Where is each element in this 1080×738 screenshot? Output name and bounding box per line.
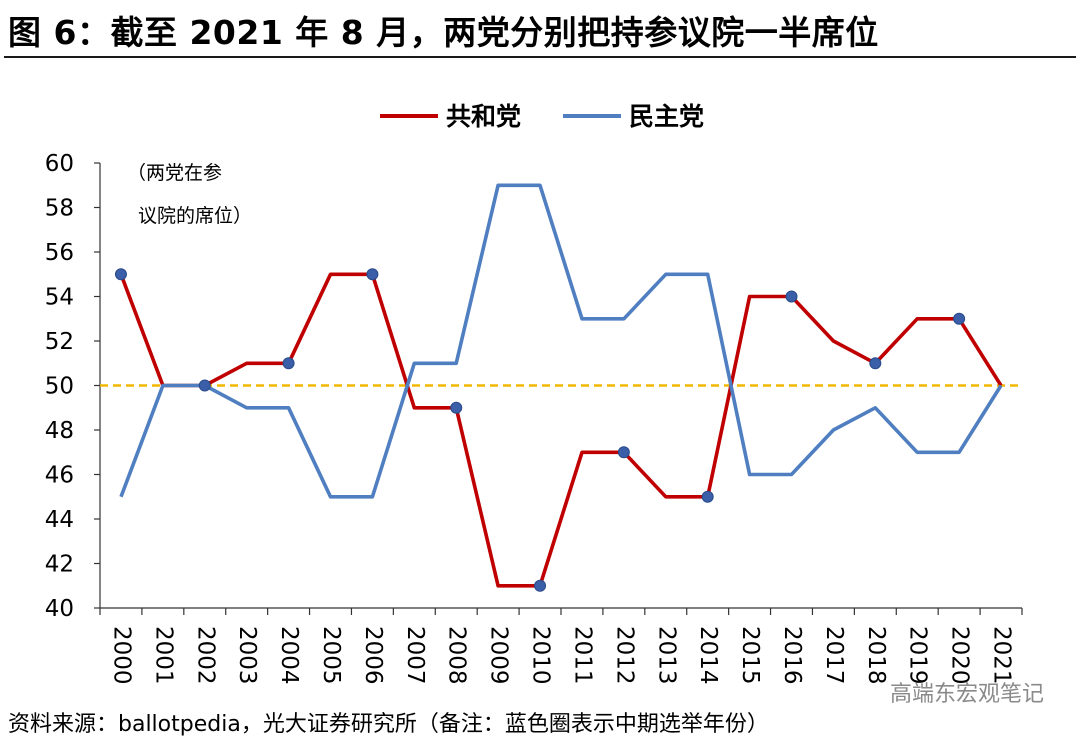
midterm-marker (114, 268, 127, 281)
series-line-democrat (119, 183, 1003, 499)
x-tick-label: 2003 (234, 626, 260, 685)
midterm-marker (617, 446, 630, 459)
midterm-marker (534, 579, 547, 592)
midterm-marker (366, 268, 379, 281)
midterm-marker (701, 490, 714, 503)
y-tick-label: 44 (45, 507, 74, 533)
annotation-line-1: （两党在参 (127, 162, 222, 184)
y-tick-label: 58 (45, 196, 74, 222)
x-tick-label: 2007 (402, 626, 428, 685)
x-tick-label: 2017 (821, 626, 847, 685)
legend-label-democrat: 民主党 (629, 102, 704, 131)
x-tick-label: 2011 (569, 626, 595, 685)
midterm-marker (785, 290, 798, 303)
y-tick-label: 56 (45, 240, 74, 266)
y-tick-label: 54 (45, 285, 74, 311)
x-tick-label: 2019 (905, 626, 931, 685)
midterm-markers (114, 268, 966, 592)
midterm-marker (282, 357, 295, 370)
midterm-marker (198, 379, 211, 392)
chart-title: 图 6：截至 2021 年 8 月，两党分别把持参议院一半席位 (8, 13, 879, 52)
legend: 共和党 民主党 (380, 102, 704, 131)
x-tick-label: 2001 (150, 626, 176, 685)
x-tick-label: 2006 (360, 626, 386, 685)
title-divider (4, 56, 1076, 58)
y-tick-label: 42 (45, 552, 74, 578)
x-tick-label: 2010 (528, 626, 554, 685)
legend-label-republican: 共和党 (446, 102, 521, 131)
watermark-text: 高端东宏观笔记 (889, 682, 1044, 707)
midterm-marker (953, 312, 966, 325)
x-tick-label: 2004 (276, 626, 302, 685)
y-tick-label: 50 (45, 374, 74, 400)
y-tick-label: 60 (45, 151, 74, 177)
x-tick-label: 2000 (108, 626, 134, 685)
annotation-line-2: 议院的席位） (138, 205, 252, 227)
y-axis: 40 42 44 46 48 50 52 54 56 58 60 (45, 151, 101, 622)
y-tick-label: 46 (45, 463, 74, 489)
y-tick-label: 40 (45, 596, 74, 622)
x-tick-label: 2013 (653, 626, 679, 685)
x-tick-label: 2009 (486, 626, 512, 685)
x-tick-label: 2018 (863, 626, 889, 685)
x-tick-label: 2016 (779, 626, 805, 685)
x-tick-label: 2020 (947, 626, 973, 685)
y-tick-label: 48 (45, 418, 74, 444)
midterm-marker (450, 401, 463, 414)
series-lines (119, 183, 1003, 588)
midterm-marker (869, 357, 882, 370)
x-tick-label: 2008 (444, 626, 470, 685)
x-tick-label: 2005 (318, 626, 344, 685)
x-tick-label: 2014 (695, 626, 721, 685)
x-tick-label: 2021 (989, 626, 1015, 685)
x-tick-label: 2012 (611, 626, 637, 685)
series-line-republican (119, 272, 1003, 588)
x-tick-label: 2015 (737, 626, 763, 685)
y-tick-label: 52 (45, 329, 74, 355)
source-note: 资料来源：ballotpedia，光大证券研究所（备注：蓝色圈表示中期选举年份） (8, 712, 769, 737)
x-axis: 2000 2001 2002 2003 2004 2005 2006 2007 2008 2009… (99, 607, 1023, 685)
x-tick-label: 2002 (192, 626, 218, 685)
